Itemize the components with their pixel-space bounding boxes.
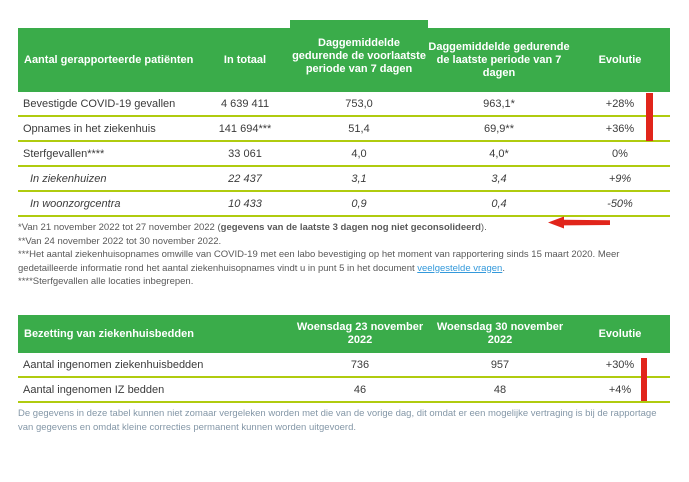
column-header-prev-period: Daggemiddelde gedurende de voorlaatste p…: [290, 20, 428, 92]
cell-total: 4 639 411: [220, 97, 270, 110]
column-header-wed-23-nov: Woensdag 23 november 2022: [290, 315, 430, 353]
cell-prev-period: 3,1: [351, 172, 367, 185]
cell-prev-period: 753,0: [345, 97, 373, 110]
row-label: Sterfgevallen****: [23, 147, 105, 160]
column-header-evolution: Evolutie: [570, 28, 670, 92]
patients-table: Aantal gerapporteerde patiënten In totaa…: [18, 20, 670, 217]
column-header-patients: Aantal gerapporteerde patiënten: [18, 28, 200, 92]
footnote-text: ***Het aantal ziekenhuisopnames omwille …: [18, 249, 620, 274]
cell-evolution: +28%: [605, 97, 635, 110]
cell-last-period: 0,4: [491, 197, 507, 210]
cell-total: 22 437: [228, 172, 262, 185]
cell-day2: 957: [490, 358, 510, 371]
row-label: Aantal ingenomen ziekenhuisbedden: [23, 358, 204, 371]
row-label: In ziekenhuizen: [30, 172, 107, 185]
column-header-wed-30-nov: Woensdag 30 november 2022: [430, 315, 570, 353]
cell-evolution: +30%: [605, 358, 635, 371]
footnote-1: *Van 21 november 2022 tot 27 november 20…: [18, 221, 670, 235]
cell-day2: 48: [493, 383, 507, 396]
row-label: Opnames in het ziekenhuis: [23, 122, 156, 135]
cell-evolution: +4%: [608, 383, 632, 396]
table-row-deaths: Sterfgevallen**** 33 061 4,0 4,0* 0%: [18, 142, 670, 167]
cell-evolution: -50%: [607, 197, 633, 210]
table-row-deaths-care-homes: In woonzorgcentra 10 433 0,9 0,4 -50%: [18, 192, 670, 217]
column-header-evolution: Evolutie: [570, 315, 670, 353]
cell-total: 141 694***: [218, 122, 272, 135]
cell-prev-period: 4,0: [351, 147, 367, 160]
footnote-text: .: [502, 262, 505, 274]
beds-table-header: Bezetting van ziekenhuisbedden Woensdag …: [18, 315, 670, 353]
cell-evolution: +9%: [608, 172, 632, 185]
footnote-text: *Van 21 november 2022 tot 27 november 20…: [18, 222, 221, 233]
table-row-hospital-beds: Aantal ingenomen ziekenhuisbedden 736 95…: [18, 353, 670, 378]
patients-table-header: Aantal gerapporteerde patiënten In totaa…: [18, 20, 670, 92]
table-row-confirmed-cases: Bevestigde COVID-19 gevallen 4 639 411 7…: [18, 92, 670, 117]
row-label: Bevestigde COVID-19 gevallen: [23, 97, 176, 110]
footnote-3: ***Het aantal ziekenhuisopnames omwille …: [18, 248, 670, 275]
row-label: In woonzorgcentra: [30, 197, 121, 210]
red-annotation-bar-top: [646, 93, 653, 141]
cell-last-period: 4,0*: [489, 147, 509, 160]
cell-total: 33 061: [228, 147, 262, 160]
footnote-4: ****Sterfgevallen alle locaties inbegrep…: [18, 276, 194, 287]
cell-last-period: 963,1*: [483, 97, 515, 110]
cell-evolution: +36%: [605, 122, 635, 135]
footnote-text: ).: [480, 222, 487, 233]
column-header-bed-occupancy: Bezetting van ziekenhuisbedden: [18, 315, 290, 353]
column-header-last-period: Daggemiddelde gedurende de laatste perio…: [428, 28, 570, 92]
cell-evolution: 0%: [612, 147, 628, 160]
cell-total: 10 433: [228, 197, 262, 210]
table-row-deaths-hospitals: In ziekenhuizen 22 437 3,1 3,4 +9%: [18, 167, 670, 192]
left-arrow-icon: [548, 216, 610, 229]
cell-day1: 46: [353, 383, 367, 396]
footnote-2: **Van 24 november 2022 tot 30 november 2…: [18, 235, 222, 247]
faq-link[interactable]: veelgestelde vragen: [417, 262, 503, 274]
table2-disclaimer: De gegevens in deze tabel kunnen niet zo…: [18, 408, 657, 433]
cell-prev-period: 0,9: [351, 197, 367, 210]
footnotes: *Van 21 november 2022 tot 27 november 20…: [18, 221, 670, 289]
table-row-hospital-admissions: Opnames in het ziekenhuis 141 694*** 51,…: [18, 117, 670, 142]
column-header-total: In totaal: [200, 28, 290, 92]
footnote-bold-text: gegevens van de laatste 3 dagen nog niet…: [220, 222, 481, 233]
red-annotation-bar-bottom: [641, 358, 647, 401]
beds-table: Bezetting van ziekenhuisbedden Woensdag …: [18, 315, 670, 403]
cell-last-period: 3,4: [491, 172, 507, 185]
cell-prev-period: 51,4: [348, 122, 370, 135]
table-row-icu-beds: Aantal ingenomen IZ bedden 46 48 +4%: [18, 378, 670, 403]
cell-day1: 736: [350, 358, 370, 371]
cell-last-period: 69,9**: [484, 122, 514, 135]
row-label: Aantal ingenomen IZ bedden: [23, 383, 165, 396]
